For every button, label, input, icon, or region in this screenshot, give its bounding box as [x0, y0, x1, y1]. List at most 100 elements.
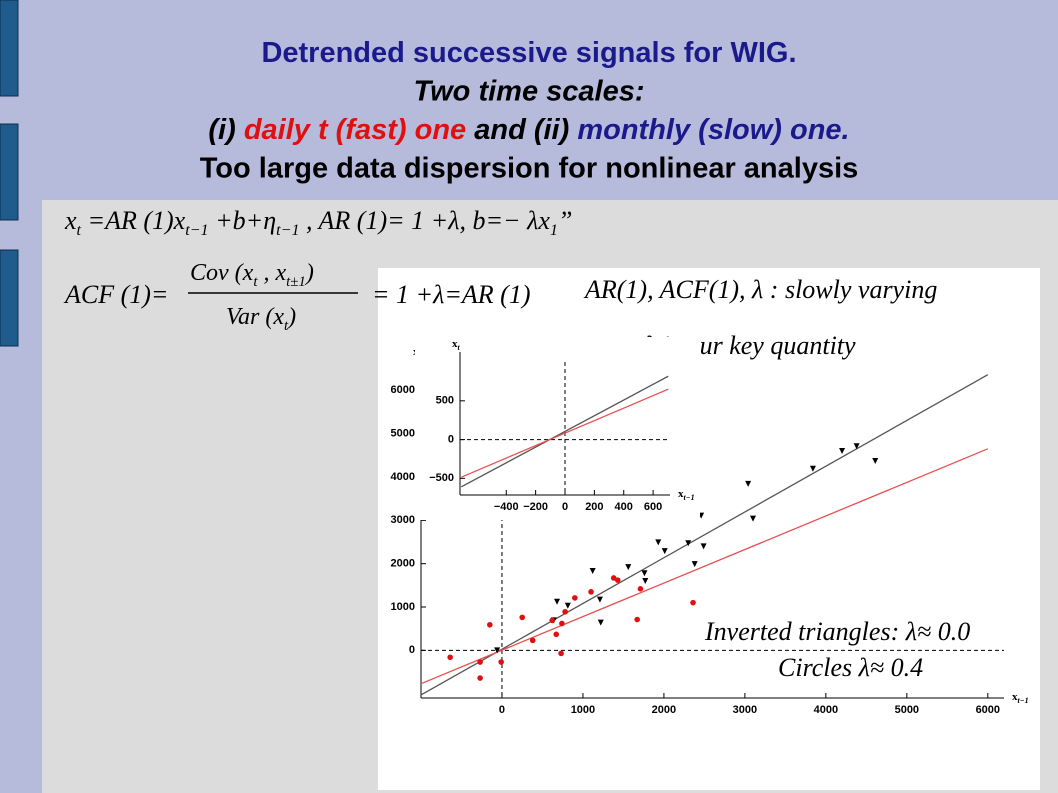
x-tick-label: −400: [494, 501, 519, 513]
y-tick-label: 2000: [391, 558, 415, 570]
formula-part: ): [304, 260, 314, 286]
y-tick-label: 6000: [391, 384, 415, 396]
point: [853, 443, 860, 450]
title-segment: daily t (fast) one: [244, 114, 466, 146]
point: [642, 578, 649, 584]
axis-label-sub: t: [458, 343, 461, 352]
side-tab: [0, 123, 19, 221]
point: [637, 586, 644, 592]
title-segment: (i): [208, 114, 243, 146]
fit-line: [420, 374, 989, 696]
slide-texts: Detrended successive signals for WIG. Two…: [63, 37, 970, 682]
y-tick-label: 5000: [391, 428, 415, 440]
point: [554, 598, 561, 605]
formula-part: , AR (1)= 1 +λ, b=− λx: [300, 206, 551, 235]
formula: Var (xt): [226, 304, 296, 334]
point: [655, 539, 662, 546]
point: [597, 619, 604, 626]
title-segment: and (ii): [466, 114, 577, 146]
subscript: t±1: [286, 274, 306, 290]
point: [559, 620, 565, 627]
point: [685, 540, 692, 547]
fit-line: [420, 448, 989, 685]
point: [564, 602, 571, 609]
fit-line: [461, 388, 669, 478]
x-tick-label: −200: [523, 501, 548, 513]
subscript: t: [284, 318, 289, 334]
point: [519, 614, 526, 621]
point: [549, 617, 555, 624]
x-tick-label: 6000: [976, 704, 1000, 716]
point: [562, 608, 568, 615]
x-tick-label: 1000: [571, 704, 595, 716]
x-tick-label: 2000: [652, 704, 676, 716]
point: [625, 564, 632, 571]
point: [641, 570, 648, 577]
x-tick-label: 4000: [814, 704, 838, 716]
point: [588, 589, 594, 595]
subscript: t: [253, 274, 258, 290]
y-tick-label: −500: [429, 472, 454, 484]
point: [661, 548, 668, 555]
x-tick-label: 200: [585, 501, 603, 513]
point: [477, 675, 483, 681]
y-tick-label: 500: [436, 395, 454, 407]
point: [477, 659, 483, 665]
note: Circles λ≈ 0.4: [778, 653, 923, 682]
point: [529, 637, 536, 644]
formula-part: Cov (x: [190, 260, 254, 286]
formula: Cov (xt , xt±1): [190, 260, 314, 290]
point: [589, 568, 596, 575]
side-tab: [0, 249, 19, 347]
point: [614, 577, 621, 583]
point: [749, 515, 756, 522]
point: [809, 465, 816, 472]
axis-label-main: x: [1012, 691, 1018, 703]
title-segment: monthly (slow) one.: [577, 114, 849, 146]
point: [558, 650, 564, 657]
formula-part: = 1 +λ=AR (1): [372, 280, 530, 309]
point: [690, 599, 696, 606]
formula-part: ): [286, 304, 296, 330]
formula-part: Var (x: [226, 304, 284, 330]
title-line: Two time scales:: [413, 76, 644, 108]
axis-label: xt−1: [678, 488, 695, 502]
axis-label: xt: [452, 338, 461, 352]
point: [839, 448, 846, 454]
point: [691, 561, 698, 568]
x-tick-label: 0: [562, 501, 568, 513]
point: [494, 647, 501, 654]
x-tick-label: 0: [499, 704, 505, 716]
subscript: t: [77, 222, 82, 239]
formula-part: , x: [257, 260, 286, 286]
fit-line: [461, 375, 669, 488]
axis-label-main: x: [452, 338, 458, 350]
formula-part: ACF (1)=: [63, 280, 168, 309]
subscript: t−1: [276, 222, 299, 239]
chart: 0 1000 2000 3000 4000 5000 6000010002000300040…: [391, 337, 1029, 716]
note: Inverted triangles: λ≈ 0.0: [704, 617, 970, 646]
title-line: Too large data dispersion for nonlinear …: [200, 153, 859, 185]
y-tick-label: 4000: [391, 471, 415, 483]
formula: ACF (1)=: [63, 280, 168, 309]
side-tab: [0, 0, 19, 97]
x-tick-label: 5000: [895, 704, 919, 716]
point: [553, 631, 560, 638]
formula-part: x: [64, 206, 77, 235]
point: [572, 595, 578, 601]
point: [487, 621, 493, 628]
formula-part: +b+η: [209, 206, 277, 235]
formula-part: =AR (1)x: [81, 206, 186, 235]
y-tick-label: 0: [409, 644, 415, 656]
axis-label-sub: t−1: [684, 493, 695, 502]
x-tick-label: 600: [644, 501, 662, 513]
y-tick-label: 1000: [391, 601, 415, 613]
point: [498, 659, 504, 665]
subscript: t−1: [185, 222, 208, 239]
inset-background: [415, 337, 700, 520]
point: [872, 457, 879, 464]
point: [745, 480, 752, 487]
point: [596, 596, 603, 603]
formula: xt =AR (1)xt−1 +b+ηt−1 , AR (1)= 1 +λ, b…: [64, 206, 572, 239]
